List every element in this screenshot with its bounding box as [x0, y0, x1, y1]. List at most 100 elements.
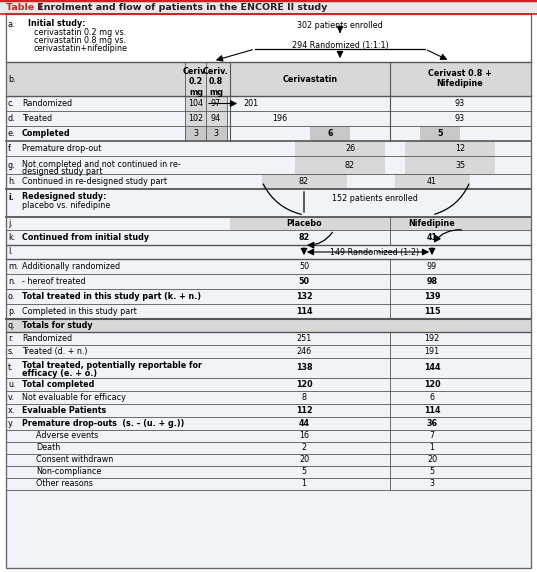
Text: Premature drop-out: Premature drop-out: [22, 144, 101, 153]
Text: Continued from initial study: Continued from initial study: [22, 233, 149, 242]
Text: Treated: Treated: [22, 114, 52, 123]
Text: Non-compliance: Non-compliance: [36, 467, 101, 476]
Text: 50: 50: [299, 262, 309, 271]
Text: cerivastatin 0.8 mg vs.: cerivastatin 0.8 mg vs.: [34, 36, 126, 45]
Text: 93: 93: [455, 114, 465, 123]
Text: 93: 93: [455, 99, 465, 108]
Text: Other reasons: Other reasons: [36, 479, 93, 488]
Text: Total treated, potentially reportable for: Total treated, potentially reportable fo…: [22, 361, 202, 370]
Text: 192: 192: [424, 334, 440, 343]
Text: 20: 20: [427, 455, 437, 464]
Bar: [262, 174, 347, 189]
Text: Completed: Completed: [22, 129, 71, 138]
Bar: [185, 96, 206, 141]
Text: placebo vs. nifedipine: placebo vs. nifedipine: [22, 201, 110, 210]
Text: 246: 246: [296, 347, 311, 356]
Text: 98: 98: [426, 277, 438, 286]
Text: 8: 8: [301, 393, 307, 402]
Bar: [295, 141, 385, 156]
Text: 16: 16: [299, 431, 309, 440]
Text: designed study part: designed study part: [22, 167, 103, 176]
Text: 149 Randomized (1:2): 149 Randomized (1:2): [330, 248, 419, 256]
Text: u.: u.: [8, 380, 16, 389]
Text: 132: 132: [296, 292, 313, 301]
Bar: [206, 126, 227, 141]
Bar: [395, 174, 470, 189]
Text: Additionally randomized: Additionally randomized: [22, 262, 120, 271]
Text: Nifedipine: Nifedipine: [409, 219, 455, 228]
Text: 120: 120: [296, 380, 313, 389]
Text: Initial study:: Initial study:: [28, 19, 85, 28]
Bar: [6, 319, 531, 332]
Bar: [206, 96, 227, 141]
Text: Randomized: Randomized: [22, 334, 72, 343]
Text: 144: 144: [424, 363, 440, 372]
Text: 114: 114: [424, 406, 440, 415]
Text: 82: 82: [299, 177, 309, 186]
Bar: [6, 62, 531, 96]
Bar: [185, 126, 206, 141]
Text: Placebo: Placebo: [286, 219, 322, 228]
Text: 6: 6: [327, 129, 333, 138]
Text: 5: 5: [437, 129, 442, 138]
Bar: [405, 141, 495, 156]
Text: Adverse events: Adverse events: [36, 431, 98, 440]
Text: 26: 26: [345, 144, 355, 153]
Text: 20: 20: [299, 455, 309, 464]
Text: Premature drop-outs  (s. – (u. + g.)): Premature drop-outs (s. – (u. + g.)): [22, 419, 184, 428]
Text: 3: 3: [430, 479, 434, 488]
Text: Table 1: Table 1: [6, 2, 44, 11]
Text: 97: 97: [211, 99, 221, 108]
Text: f.: f.: [8, 144, 13, 153]
Text: l.: l.: [8, 248, 13, 256]
Text: q.: q.: [8, 321, 16, 330]
Text: Randomized: Randomized: [22, 99, 72, 108]
Text: 114: 114: [296, 307, 312, 316]
Text: p.: p.: [8, 307, 16, 316]
Text: 139: 139: [424, 292, 440, 301]
Text: 41: 41: [426, 233, 438, 242]
Text: n.: n.: [8, 277, 16, 286]
Text: efficacy (e. + o.): efficacy (e. + o.): [22, 369, 97, 378]
Text: 251: 251: [296, 334, 311, 343]
Text: t.: t.: [8, 363, 13, 372]
Text: 99: 99: [427, 262, 437, 271]
Text: 102: 102: [188, 114, 204, 123]
Text: g.: g.: [8, 161, 16, 169]
Text: Cerivast 0.8 +
Nifedipine: Cerivast 0.8 + Nifedipine: [428, 69, 492, 89]
Text: s.: s.: [8, 347, 14, 356]
Text: 5: 5: [430, 467, 434, 476]
Text: 2: 2: [301, 443, 307, 452]
Text: k.: k.: [8, 233, 15, 242]
Text: Treated (d. + n.): Treated (d. + n.): [22, 347, 88, 356]
Text: Not completed and not continued in re-: Not completed and not continued in re-: [22, 160, 181, 169]
Text: 36: 36: [426, 419, 438, 428]
Bar: [295, 156, 385, 174]
Bar: [0, 0, 537, 14]
Text: m.: m.: [8, 262, 18, 271]
Text: 120: 120: [424, 380, 440, 389]
Text: r.: r.: [8, 334, 13, 343]
Text: Cerivastatin: Cerivastatin: [282, 74, 338, 84]
Text: i.: i.: [8, 193, 14, 202]
Text: y.: y.: [8, 419, 14, 428]
Text: 294 Randomized (1:1:1): 294 Randomized (1:1:1): [292, 41, 388, 50]
Text: 50: 50: [299, 277, 309, 286]
Text: Redesigned study:: Redesigned study:: [22, 192, 106, 201]
Text: h.: h.: [8, 177, 16, 186]
Text: Totals for study: Totals for study: [22, 321, 92, 330]
Text: Death: Death: [36, 443, 60, 452]
Text: v.: v.: [8, 393, 14, 402]
Text: 138: 138: [296, 363, 313, 372]
Text: 302 patients enrolled: 302 patients enrolled: [297, 21, 383, 30]
Text: Ceriv.
0.8
mg: Ceriv. 0.8 mg: [203, 67, 229, 97]
Text: Enrolment and flow of patients in the ENCORE II study: Enrolment and flow of patients in the EN…: [34, 2, 328, 11]
Text: 94: 94: [211, 114, 221, 123]
Text: 201: 201: [243, 99, 258, 108]
Text: 1: 1: [430, 443, 434, 452]
Text: 112: 112: [296, 406, 313, 415]
Text: 3: 3: [193, 129, 199, 138]
Text: 1: 1: [301, 479, 307, 488]
Text: cerivastatin+nifedipine: cerivastatin+nifedipine: [34, 44, 128, 53]
Bar: [405, 156, 495, 174]
